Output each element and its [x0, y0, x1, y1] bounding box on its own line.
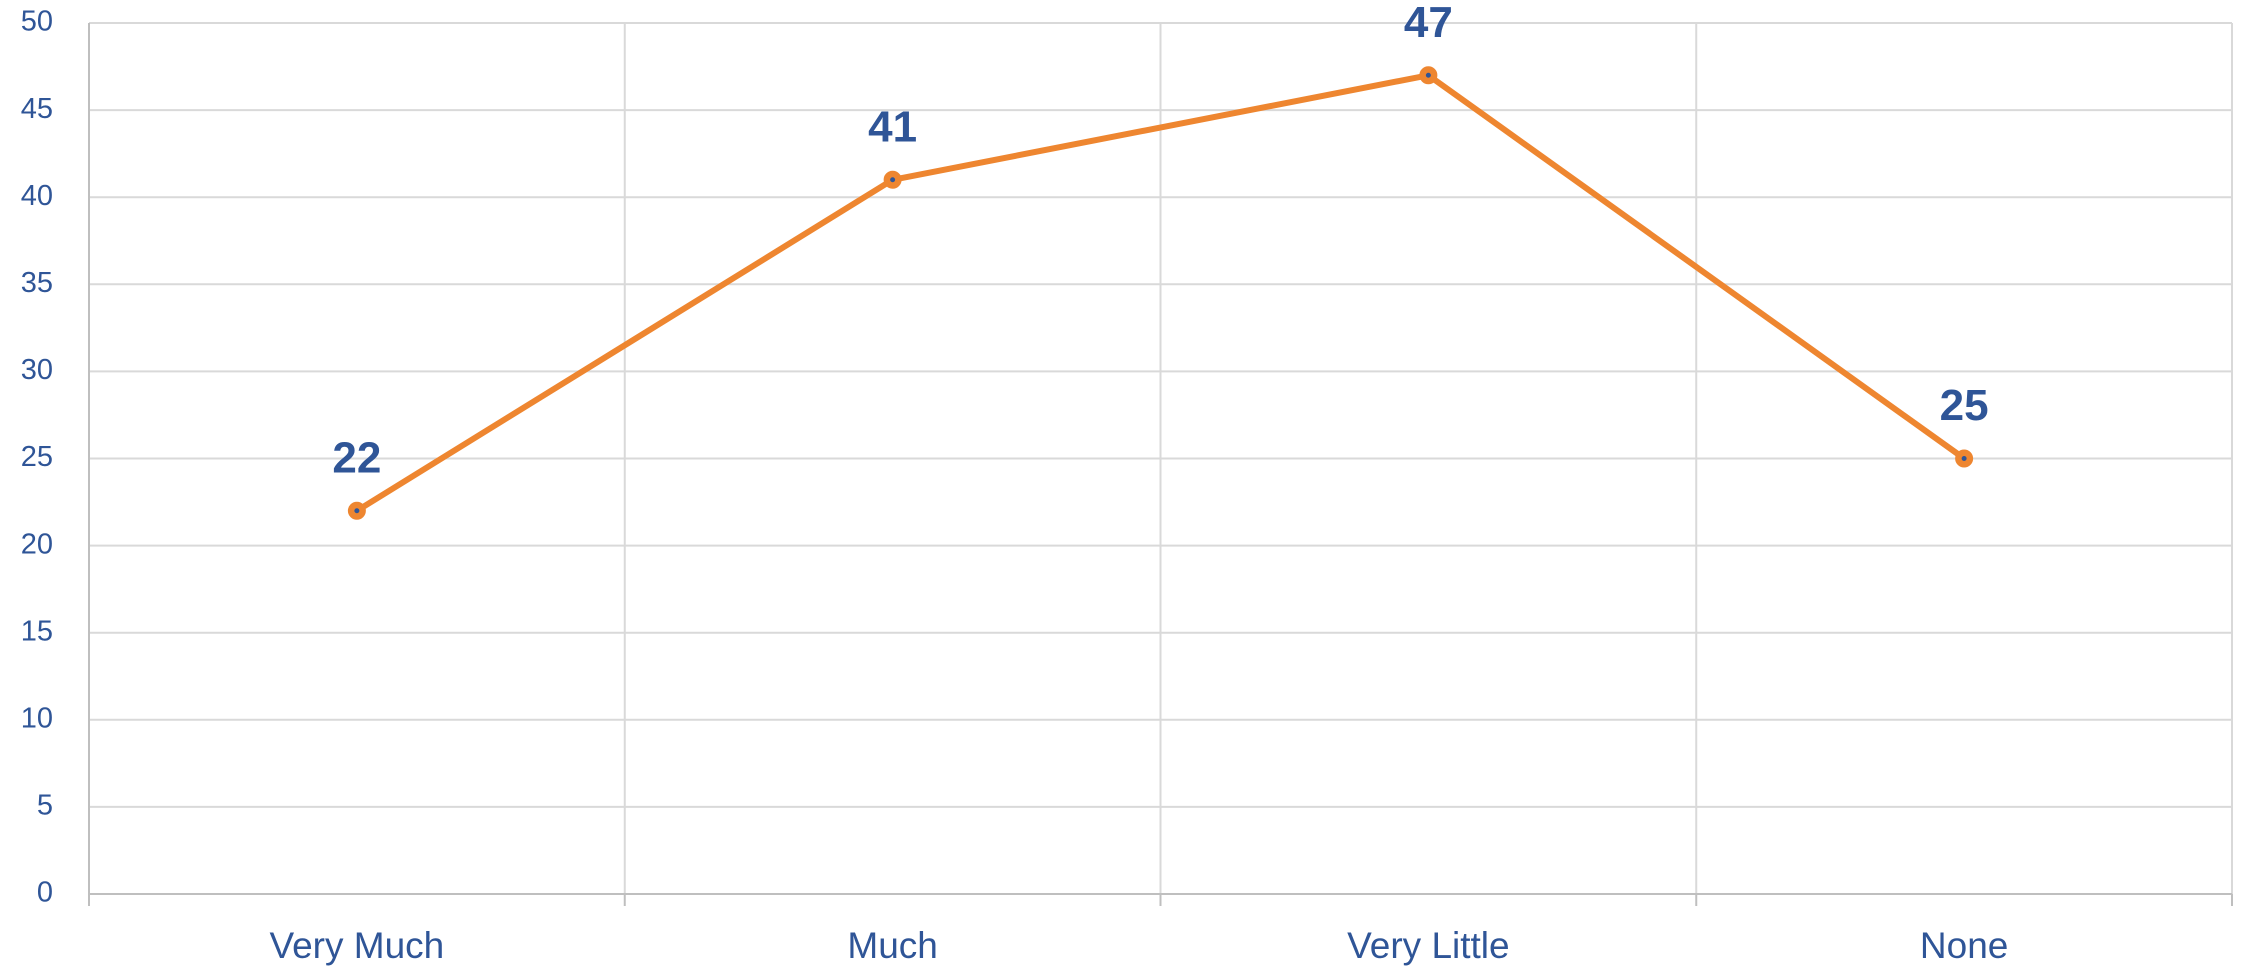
y-tick-label: 45: [21, 93, 53, 125]
data-label: 41: [868, 102, 917, 151]
x-tick-label: Very Much: [269, 925, 444, 966]
y-tick-label: 0: [37, 877, 53, 909]
y-tick-label: 5: [37, 790, 53, 822]
y-tick-label: 20: [21, 528, 53, 560]
x-tick-label: Much: [847, 925, 937, 966]
data-label: 25: [1940, 381, 1989, 430]
y-tick-label: 10: [21, 702, 53, 734]
y-tick-label: 35: [21, 267, 53, 299]
line: [355, 72, 1966, 514]
y-tick-label: 30: [21, 354, 53, 386]
data-label: 22: [332, 433, 381, 482]
marker-center: [354, 508, 360, 514]
y-tick-label: 40: [21, 180, 53, 212]
y-tick-label: 50: [21, 6, 53, 38]
y-tick-label: 15: [21, 615, 53, 647]
y-tick-label: 25: [21, 441, 53, 473]
x-tick-label: Very Little: [1347, 925, 1509, 966]
marker-center: [1425, 72, 1431, 78]
data-label: 47: [1404, 0, 1453, 47]
x-tick-label: None: [1920, 925, 2008, 966]
marker-center: [1961, 456, 1967, 461]
marker-center: [890, 177, 896, 183]
